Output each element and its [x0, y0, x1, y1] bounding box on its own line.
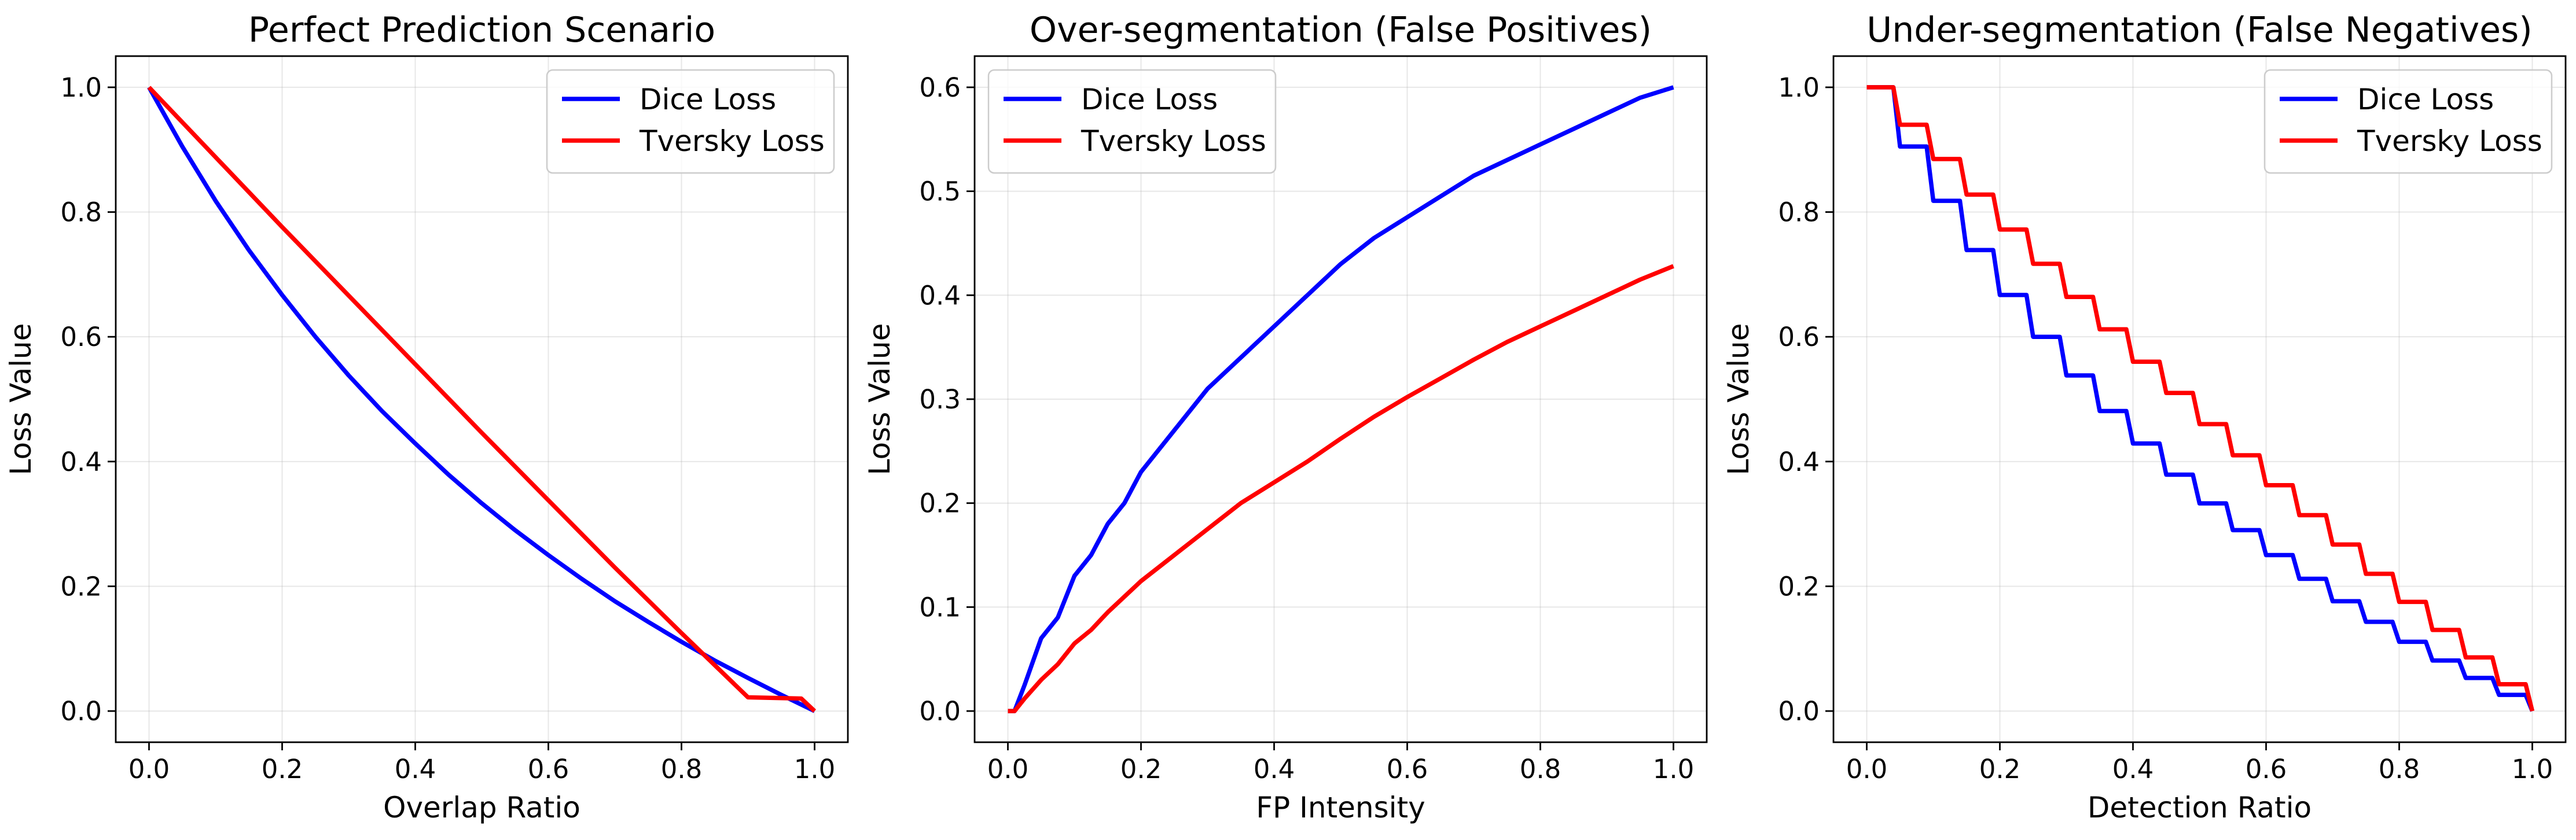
chart-panel-3: 0.0 0.2 0.4 0.6 0.8 1.0 0.0 0.2 0.4 0.6 0.8 1.0 Dete…	[1722, 10, 2567, 824]
y-tick-label: 1.0	[60, 72, 102, 103]
x-tick-label: 0.0	[987, 754, 1029, 784]
y-tick-label: 1.0	[1778, 72, 1820, 103]
x-tick-label: 0.2	[262, 754, 303, 784]
y-tick-label: 0.2	[919, 488, 961, 519]
y-tick-label: 0.0	[919, 696, 961, 727]
tversky-loss-line	[1008, 264, 1674, 713]
x-tick-label: 0.4	[2112, 754, 2154, 784]
legend-box	[546, 69, 835, 174]
plot-area-frame	[115, 55, 849, 743]
chart-panels: 0.0 0.2 0.4 0.6 0.8 1.0 0.0 0.2 0.4 0.6 0.8 1.0 Over…	[4, 10, 2567, 824]
chart-panel-2: 0.0 0.2 0.4 0.6 0.8 1.0 0.0 0.1 0.2 0.3 0.4 0.5 0.6 F…	[863, 10, 1708, 824]
y-axis-label: Loss Value	[1722, 323, 1755, 476]
x-tick-label: 0.8	[1520, 754, 1561, 784]
y-tick-label: 0.1	[919, 592, 961, 622]
x-tick-label: 0.6	[1387, 754, 1428, 784]
y-tick-label: 0.5	[919, 176, 961, 207]
y-tick-label: 0.4	[1778, 447, 1820, 477]
y-tick-label: 0.4	[60, 447, 102, 477]
y-axis-label: Loss Value	[4, 323, 38, 476]
y-tick-label: 0.3	[919, 384, 961, 415]
y-tick-label: 0.0	[60, 696, 102, 727]
tversky-loss-line	[147, 86, 817, 713]
x-tick-label: 1.0	[794, 754, 836, 784]
chart-title: Perfect Prediction Scenario	[248, 10, 715, 50]
plot-area-frame	[1832, 55, 2567, 743]
legend-label-tversky-loss: Tversky Loss	[1081, 124, 1266, 158]
y-tick-label: 0.8	[1778, 197, 1820, 228]
chart-title: Over-segmentation (False Positives)	[1030, 10, 1652, 50]
dice-loss-line	[147, 86, 816, 713]
chart-title: Under-segmentation (False Negatives)	[1866, 10, 2532, 50]
legend-label-dice-loss: Dice Loss	[640, 83, 776, 116]
y-tick-label: 0.6	[919, 72, 961, 103]
legend-label-tversky-loss: Tversky Loss	[639, 124, 825, 158]
dice-loss-line	[1866, 85, 2534, 712]
x-tick-label: 0.2	[1120, 754, 1162, 784]
x-tick-label: 0.8	[2379, 754, 2420, 784]
x-tick-label: 0.6	[2246, 754, 2287, 784]
y-tick-label: 0.6	[60, 322, 102, 352]
x-tick-label: 0.4	[1254, 754, 1295, 784]
y-tick-label: 0.6	[1778, 322, 1820, 352]
dice-loss-line	[1008, 85, 1674, 713]
legend-label-dice-loss: Dice Loss	[2357, 83, 2494, 116]
legend-box	[987, 69, 1277, 174]
y-tick-label: 0.8	[60, 197, 102, 228]
legend-label-dice-loss: Dice Loss	[1081, 83, 1218, 116]
legend: Dice Loss Tversky Loss	[2263, 69, 2553, 174]
legend-box	[2263, 69, 2553, 174]
x-tick-label: 0.0	[1846, 754, 1888, 784]
y-tick-label: 0.0	[1778, 696, 1820, 727]
tversky-loss-line	[1866, 85, 2535, 712]
x-tick-label: 1.0	[2512, 754, 2553, 784]
x-tick-label: 0.6	[528, 754, 569, 784]
x-axis-label: Overlap Ratio	[383, 791, 580, 824]
y-axis-label: Loss Value	[863, 323, 896, 476]
legend: Dice Loss Tversky Loss	[546, 69, 835, 174]
x-tick-label: 1.0	[1653, 754, 1695, 784]
x-tick-label: 0.2	[1979, 754, 2021, 784]
y-tick-label: 0.4	[919, 280, 961, 311]
y-tick-label: 0.2	[1778, 571, 1820, 602]
legend: Dice Loss Tversky Loss	[987, 69, 1277, 174]
y-tick-label: 0.2	[60, 571, 102, 602]
x-tick-label: 0.8	[661, 754, 703, 784]
x-tick-label: 0.4	[395, 754, 436, 784]
x-tick-label: 0.0	[128, 754, 170, 784]
x-axis-label: FP Intensity	[1256, 791, 1425, 824]
x-axis-label: Detection Ratio	[2088, 791, 2312, 824]
chart-panel-1: 0.0 0.2 0.4 0.6 0.8 1.0 0.0 0.2 0.4 0.6 0.8 1.0 Over…	[4, 10, 849, 824]
legend-label-tversky-loss: Tversky Loss	[2357, 124, 2542, 158]
